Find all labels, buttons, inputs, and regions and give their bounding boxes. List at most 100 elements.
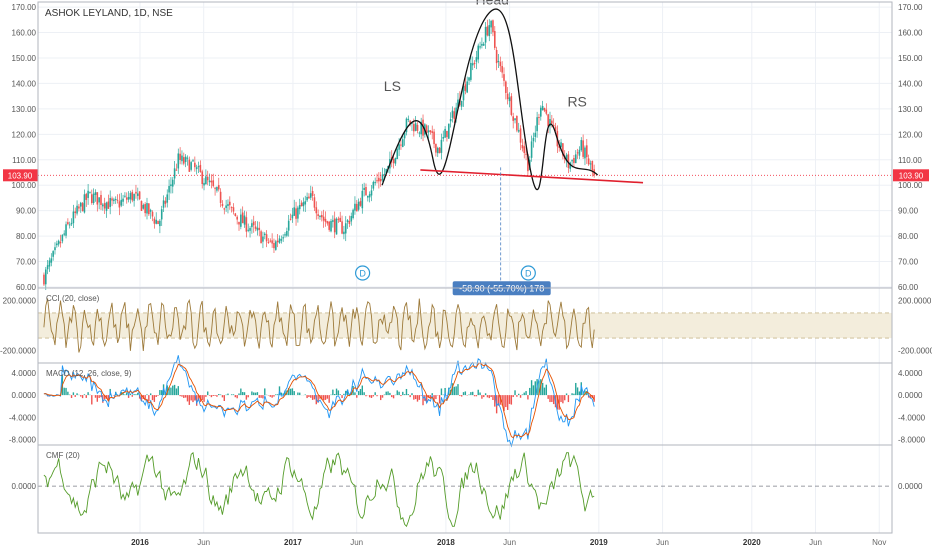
candle-body (70, 222, 73, 225)
candle-body (148, 203, 150, 215)
candle-body (232, 207, 235, 212)
macd-tick-label: 4.0000 (12, 369, 37, 378)
candle-body (151, 211, 154, 217)
cmf-line (43, 451, 595, 528)
candle-body (92, 193, 95, 204)
price-tick-label-right: 100.00 (898, 181, 923, 190)
candle-body (357, 201, 360, 210)
macd-histogram-bar (483, 395, 485, 398)
candle-body (175, 169, 178, 171)
macd-histogram-bar (85, 395, 87, 398)
pattern-label: Head (475, 0, 508, 8)
candle-body (435, 143, 437, 153)
macd-histogram-bar (122, 392, 124, 396)
current-price-label-left: 103.90 (8, 171, 33, 180)
macd-line (43, 355, 595, 448)
candle-body (168, 185, 170, 193)
candle-body (254, 226, 257, 229)
macd-histogram-bar (161, 390, 163, 396)
candle-body (67, 222, 69, 225)
candle-body (455, 107, 457, 119)
candle-body (343, 231, 345, 235)
candle-body (396, 149, 399, 160)
candle-body (221, 203, 224, 207)
candle-body (284, 234, 286, 236)
candle-body (462, 85, 465, 101)
candle-body (317, 214, 319, 216)
candle-body (286, 231, 288, 236)
macd-histogram-bar (389, 392, 391, 396)
candle-body (444, 128, 446, 138)
macd-histogram-bar (72, 392, 75, 396)
candle-body (337, 218, 340, 220)
macd-histogram-bar (308, 395, 310, 398)
macd-histogram-bar (418, 395, 421, 400)
macd-histogram-bar (506, 395, 509, 410)
time-tick-label: Nov (872, 538, 886, 547)
macd-histogram-bar (253, 392, 255, 396)
candle-body (114, 198, 117, 200)
candle-body (330, 220, 332, 232)
candle-body (475, 57, 478, 62)
macd-histogram-bar (372, 395, 375, 397)
candle-body (252, 221, 255, 226)
candle-body (262, 236, 264, 242)
candle-body (43, 274, 45, 285)
cci-line (43, 298, 595, 353)
candle-body (363, 187, 365, 190)
macd-histogram-bar (405, 388, 408, 396)
macd-histogram-bar (403, 394, 406, 396)
macd-histogram-bar (567, 395, 570, 403)
macd-histogram-bar (166, 385, 168, 396)
candle-body (436, 147, 439, 154)
macd-histogram-bar (530, 380, 533, 396)
macd-histogram-bar (560, 395, 562, 403)
candle-body (146, 203, 148, 214)
macd-histogram-bar (98, 395, 100, 398)
price-tick-label-right: 80.00 (898, 232, 919, 241)
candle-body (416, 124, 419, 131)
macd-histogram-bar (137, 392, 139, 396)
neckline (420, 169, 644, 184)
macd-histogram-bar (190, 395, 192, 401)
candle-body (159, 220, 161, 227)
macd-histogram-bar (571, 393, 573, 396)
price-tick-label-right: 150.00 (898, 54, 923, 63)
candle-body (85, 193, 88, 200)
candle-body (131, 191, 134, 201)
cci-band-fill (38, 312, 892, 339)
candle-body (56, 243, 58, 246)
price-tick-label-right: 170.00 (898, 3, 923, 12)
candle-body (477, 45, 480, 60)
macd-histogram-bar (459, 395, 461, 396)
macd-signal-line (43, 362, 595, 439)
macd-histogram-bar (391, 395, 393, 398)
candle-body (251, 223, 253, 228)
candle-body (554, 126, 557, 132)
macd-histogram-bar (558, 395, 560, 410)
candle-body (87, 190, 89, 198)
macd-histogram-bar (67, 391, 69, 396)
macd-histogram-bar (473, 395, 476, 397)
macd-histogram-bar (400, 395, 402, 397)
candle-body (61, 234, 64, 242)
candle-body (525, 153, 527, 155)
candle-body (118, 201, 121, 208)
candle-body (309, 193, 312, 198)
candle-body (260, 231, 262, 244)
candle-body (510, 96, 513, 115)
macd-histogram-bar (65, 387, 67, 396)
candle-body (293, 207, 296, 216)
candle-body (205, 176, 207, 185)
candle-body (300, 202, 303, 207)
pattern-label: LS (384, 78, 401, 94)
macd-histogram-bar (144, 395, 146, 401)
candle-body (576, 152, 579, 154)
macd-histogram-bar (195, 395, 198, 406)
macd-histogram-bar (413, 395, 415, 400)
candle-body (48, 260, 51, 267)
macd-histogram-bar (87, 392, 89, 396)
candle-body (238, 221, 240, 225)
